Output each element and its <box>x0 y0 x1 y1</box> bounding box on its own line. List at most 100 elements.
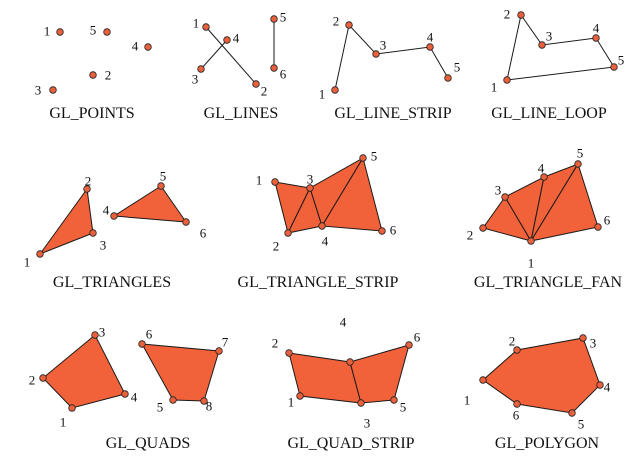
vertex-point <box>610 63 618 71</box>
vertex-point <box>296 392 304 400</box>
vertex-point <box>579 334 587 342</box>
vertex-point <box>252 80 260 88</box>
vertex-label: 6 <box>604 213 611 228</box>
vertex-label: 3 <box>364 416 371 431</box>
vertex-point <box>285 349 293 357</box>
vertex-point <box>197 65 205 73</box>
vertex-label: 1 <box>319 87 326 102</box>
vertex-label: 5 <box>454 60 461 75</box>
vertex-point <box>503 76 511 84</box>
vertex-point <box>68 404 76 412</box>
vertex-point <box>89 71 97 79</box>
panel-caption: GL_LINES <box>204 105 279 122</box>
vertex-label: 1 <box>528 256 535 271</box>
vertex-label: 6 <box>513 408 520 423</box>
panel-gl-points: 1 2 3 4 5 GL_POINTS <box>35 23 152 122</box>
vertex-point <box>346 358 354 366</box>
vertex-label: 3 <box>192 72 199 87</box>
vertex-label: 3 <box>380 38 387 53</box>
vertex-label: 4 <box>427 30 434 45</box>
vertex-label: 2 <box>105 68 112 83</box>
panel-caption: GL_TRIANGLES <box>53 274 171 291</box>
vertex-label: 1 <box>24 255 31 270</box>
vertex-point <box>359 154 367 162</box>
vertex-label: 4 <box>538 161 545 176</box>
vertex-label: 5 <box>160 169 167 184</box>
vertex-label: 7 <box>222 335 229 350</box>
vertex-point <box>527 237 535 245</box>
panel-caption: GL_TRIANGLE_FAN <box>474 274 623 291</box>
vertex-point <box>270 64 278 72</box>
vertex-point <box>270 15 278 23</box>
vertex-point <box>592 34 600 42</box>
panel-gl-triangle-strip: 1 2 3 4 5 6 GL_TRIANGLE_STRIP <box>238 149 399 292</box>
vertex-label: 6 <box>280 67 287 82</box>
vertex-point <box>501 193 509 201</box>
vertex-label: 3 <box>495 183 502 198</box>
vertex-label: 1 <box>60 415 67 430</box>
vertex-label: 1 <box>256 173 263 188</box>
vertex-label: 1 <box>464 393 471 408</box>
vertex-label: 1 <box>44 24 51 39</box>
vertex-label: 6 <box>200 226 207 241</box>
panel-gl-line-loop: 1 2 3 4 5 GL_LINE_LOOP <box>491 7 625 123</box>
vertex-point <box>157 182 165 190</box>
vertex-point <box>426 43 434 51</box>
vertex-label: 2 <box>467 228 474 243</box>
vertex-label: 1 <box>193 16 200 31</box>
vertex-label: 6 <box>414 330 421 345</box>
vertex-label: 3 <box>307 172 314 187</box>
vertex-point <box>479 376 487 384</box>
vertex-point <box>306 184 314 192</box>
vertex-point <box>331 86 339 94</box>
vertex-label: 2 <box>29 373 36 388</box>
vertex-point <box>83 185 91 193</box>
vertex-point <box>444 74 452 82</box>
vertex-point <box>513 400 521 408</box>
vertex-label: 4 <box>132 39 139 54</box>
vertex-point <box>378 227 386 235</box>
panel-gl-triangle-fan: 1 2 3 4 5 6 GL_TRIANGLE_FAN <box>467 146 623 292</box>
vertex-label: 3 <box>546 29 553 44</box>
vertex-label: 5 <box>90 23 97 38</box>
vertex-point <box>138 340 146 348</box>
vertex-label: 3 <box>590 336 597 351</box>
vertex-point <box>596 381 604 389</box>
vertex-point <box>182 218 190 226</box>
panel-gl-lines: 1 2 3 4 5 6 GL_LINES <box>192 10 287 123</box>
vertex-label: 2 <box>509 334 516 349</box>
vertex-label: 2 <box>85 174 92 189</box>
vertex-label: 2 <box>261 84 268 99</box>
vertex-point <box>372 50 380 58</box>
filled-face <box>112 185 188 223</box>
vertex-point <box>540 173 548 181</box>
panel-gl-quads: 1 2 3 4 5 6 7 8 GL_QUADS <box>29 325 229 453</box>
panel-gl-polygon: 1 2 3 4 5 6 GL_POLYGON <box>464 334 611 453</box>
vertex-point <box>144 43 152 51</box>
vertex-label: 2 <box>504 7 511 22</box>
vertex-label: 5 <box>280 10 287 25</box>
vertex-point <box>89 229 97 237</box>
vertex-point <box>517 11 525 19</box>
vertex-point <box>271 178 279 186</box>
vertex-point <box>405 341 413 349</box>
vertex-label: 4 <box>233 31 240 46</box>
panel-caption: GL_POINTS <box>49 105 134 122</box>
vertex-label: 1 <box>491 80 498 95</box>
vertex-point <box>574 160 582 168</box>
panel-gl-line-strip: 1 2 3 4 5 GL_LINE_STRIP <box>319 14 461 123</box>
vertex-point <box>538 41 546 49</box>
vertex-label: 8 <box>206 399 213 414</box>
vertex-point <box>594 223 602 231</box>
vertex-point <box>479 224 487 232</box>
vertex-point <box>56 28 64 36</box>
filled-face <box>141 343 220 402</box>
panel-caption: GL_LINE_LOOP <box>491 105 607 122</box>
vertex-label: 4 <box>131 390 138 405</box>
vertex-label: 2 <box>333 14 340 29</box>
vertex-point <box>36 250 44 258</box>
vertex-label: 1 <box>288 395 295 410</box>
vertex-point <box>284 229 292 237</box>
vertex-label: 2 <box>272 336 279 351</box>
vertex-point <box>39 374 47 382</box>
